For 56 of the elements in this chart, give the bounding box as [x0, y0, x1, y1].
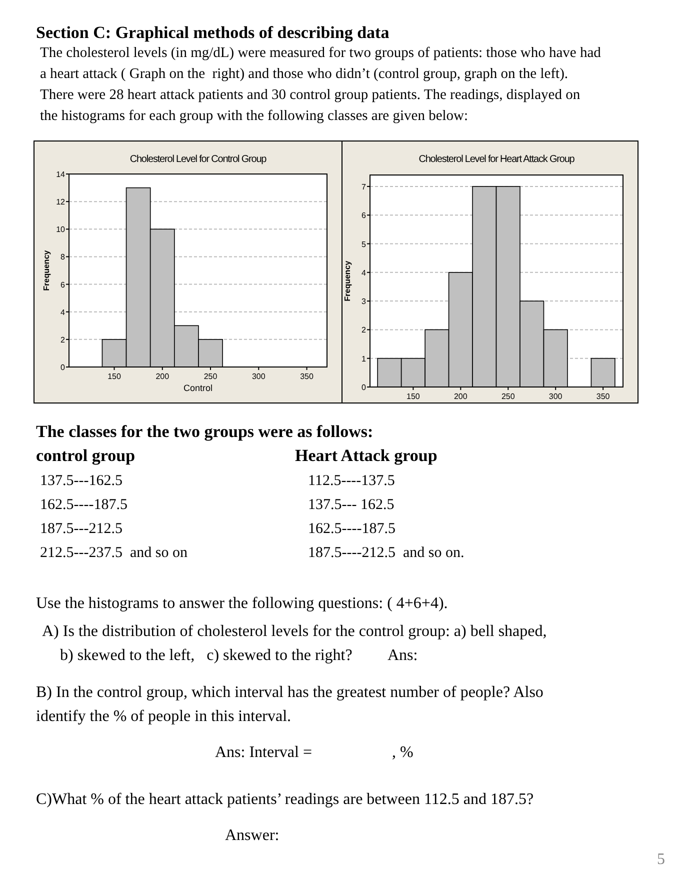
text: 137.5--- 162.5 [308, 497, 394, 513]
text: B) In the control group, which interval has the greatest number of people? Also [36, 684, 544, 701]
x-tick-label: 200 [454, 392, 468, 401]
y-axis-title: Frequency [42, 250, 51, 291]
y-tick-label: 8 [60, 252, 66, 262]
text: Ans: Interval = , % [215, 744, 414, 761]
text: Heart Attack group [295, 446, 438, 465]
y-tick-label: 6 [362, 211, 367, 220]
text: a heart attack ( Graph on the right) and those who didn’t (control group, graph on the left). [40, 66, 568, 82]
y-tick-label: 0 [60, 363, 66, 372]
text: the histograms for each group with the following classes are given below: [40, 108, 468, 124]
x-axis-title: Control [183, 383, 213, 393]
y-tick-label: 2 [60, 335, 66, 344]
x-tick-label: 350 [300, 372, 314, 381]
y-tick-label: 1 [362, 354, 367, 364]
x-tick-label: 300 [548, 392, 563, 401]
chart-title: Cholesterol Level for Heart Attack Group [418, 154, 576, 165]
y-tick-label: 7 [362, 182, 367, 192]
text: 162.5----187.5 [308, 521, 396, 537]
x-tick-label: 250 [501, 392, 516, 401]
text: The cholesterol levels (in mg/dL) were measured for two groups of patients: those who have had [40, 45, 602, 61]
y-tick-label: 12 [56, 198, 66, 207]
y-tick-label: 0 [362, 383, 367, 392]
text: Use the histograms to answer the following questions: ( 4+6+4). [36, 595, 448, 612]
x-tick-label: 300 [252, 372, 266, 381]
text: 112.5----137.5 [308, 473, 395, 489]
y-tick-label: 3 [362, 297, 367, 306]
text: identify the % of people in this interval. [36, 708, 292, 725]
text: b) skewed to the left, c) skewed to the right? Ans: [60, 647, 418, 664]
text: The classes for the two groups were as follows: [36, 422, 374, 441]
text: 187.5----212.5 and so on. [308, 545, 464, 561]
x-tick-label: 150 [108, 372, 122, 381]
text: 162.5----187.5 [40, 497, 128, 513]
text: 187.5---212.5 [40, 521, 122, 537]
text: 212.5---237.5 and so on [40, 545, 188, 561]
y-tick-label: 2 [362, 326, 367, 335]
y-tick-label: 6 [60, 280, 66, 290]
x-tick-label: 350 [596, 392, 610, 401]
x-tick-label: 250 [204, 372, 218, 381]
text: control group [36, 446, 136, 465]
text: A) Is the distribution of cholesterol levels for the control group: a) bell shaped, [42, 623, 547, 640]
text: Answer: [225, 827, 280, 844]
chart-title: Cholesterol Level for Control Group [130, 154, 268, 165]
text: 137.5---162.5 [40, 473, 122, 489]
text: Section C: Graphical methods of describing data [36, 23, 390, 42]
y-tick-label: 4 [362, 268, 367, 278]
y-tick-label: 10 [56, 225, 66, 234]
y-tick-label: 4 [60, 308, 66, 317]
text: There were 28 heart attack patients and 30 control group patients. The readings, displayed on [40, 87, 581, 103]
y-tick-label: 14 [56, 170, 66, 179]
y-tick-label: 5 [362, 240, 367, 249]
text: C)What % of the heart attack patients’ readings are between 112.5 and 187.5? [36, 791, 534, 808]
x-tick-label: 200 [156, 372, 170, 381]
y-axis-title: Frequency [343, 260, 352, 302]
text: 5 [657, 851, 665, 868]
x-tick-label: 150 [406, 392, 420, 401]
